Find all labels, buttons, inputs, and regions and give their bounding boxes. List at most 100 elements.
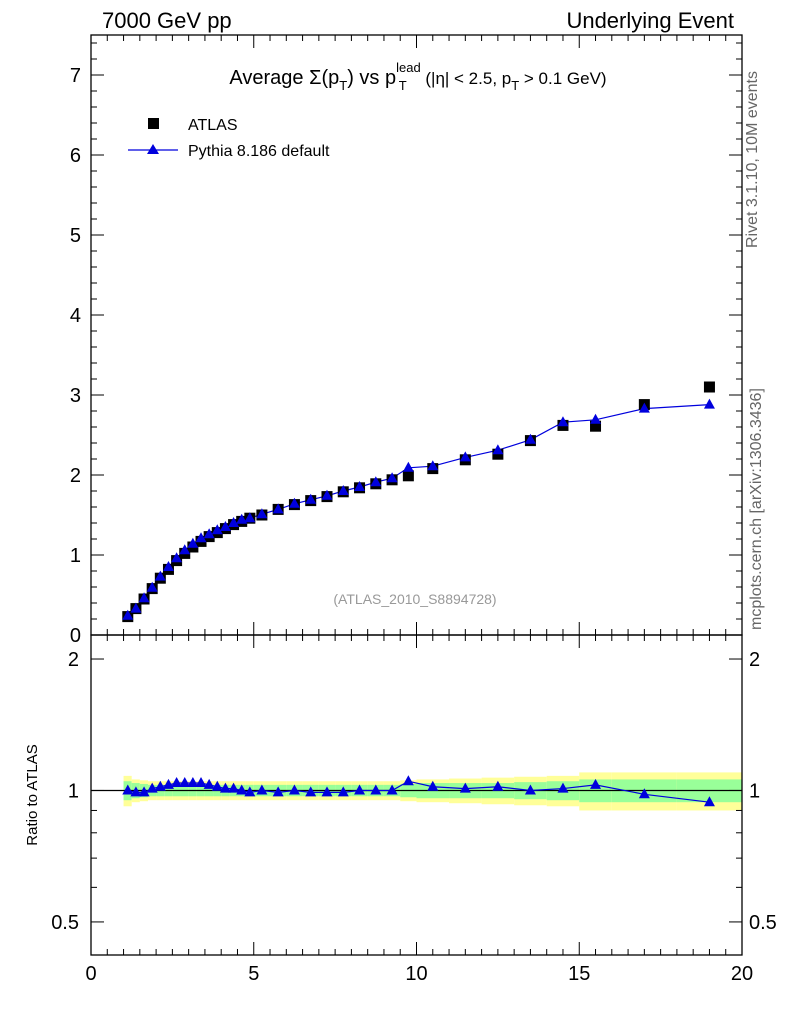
pythia-point [386,472,398,483]
pythia-ratio-point [321,786,333,797]
atlas-point [590,420,602,432]
x-tick-label: 10 [405,963,427,985]
pythia-ratio-point [272,786,284,797]
pythia-point [162,561,174,571]
y-tick-label: 6 [70,145,81,167]
pythia-point [187,537,199,548]
data-markers [122,381,715,807]
pythia-point [138,592,150,603]
pythia-ratio-point [195,777,207,788]
pythia-ratio-point [590,778,602,789]
ratio-tick-label-right: 1 [749,780,760,802]
pythia-point [337,485,349,495]
pythia-ratio-point [459,782,471,793]
ratio-ylabel: Ratio to ATLAS [24,744,41,845]
pythia-ratio-point [557,782,569,793]
pythia-point [402,461,414,472]
pythia-point [146,581,158,592]
watermark: (ATLAS_2010_S8894728) [333,591,496,607]
ratio-tick-label: 1 [68,780,79,802]
pythia-ratio-point [138,786,150,797]
y-tick-label: 1 [70,545,81,567]
legend: ATLAS Pythia 8.186 default [128,117,330,160]
pythia-ratio-line [127,780,710,803]
pythia-ratio-point [402,775,414,786]
atlas-point [402,470,414,482]
pythia-ratio-point [492,780,504,791]
pythia-point [638,402,650,413]
pythia-point [179,544,191,555]
pythia-ratio-point [203,778,215,789]
pythia-point [195,532,207,543]
pythia-ratio-point [236,784,248,795]
pythia-point [492,444,504,455]
pythia-point [703,398,715,409]
pythia-ratio-point [703,796,715,807]
pythia-point [171,552,183,563]
x-tick-label: 5 [248,963,259,985]
pythia-point [590,413,602,424]
pythia-ratio-point [305,786,317,797]
pythia-ratio-point [211,780,223,791]
pythia-ratio-point [130,786,142,797]
pythia-ratio-point [228,782,240,793]
ratio-tick-label: 2 [68,649,79,671]
pythia-point [370,476,382,487]
pythia-point [524,433,536,444]
pythia-ratio-point [122,784,134,795]
y-tick-label: 0 [70,625,81,647]
pythia-ratio-point [171,777,183,788]
y-tick-label: 3 [70,385,81,407]
pythia-point [203,528,215,539]
pythia-ratio-point [244,786,256,797]
pythia-point [236,513,248,524]
pythia-ratio-point [154,780,166,791]
y-tick-label: 5 [70,225,81,247]
pythia-ratio-point [187,777,199,788]
chart-title: Average Σ(pT) vs plead T (|η| < 2.5, pT >… [229,60,606,93]
pythia-ratio-point [146,782,158,793]
y-tick-label: 7 [70,65,81,87]
ratio-tick-label: 0.5 [51,912,79,934]
pythia-point [154,570,166,581]
legend-pythia-marker [147,144,159,154]
pythia-ratio-point [386,784,398,795]
atlas-point [703,381,715,393]
legend-atlas-marker [148,118,159,129]
ratio-tick-label-right: 0.5 [749,912,777,934]
ratio-tick-label-right: 2 [749,649,760,671]
pythia-ratio-point [370,784,382,795]
pythia-ratio-point [354,784,366,795]
y-tick-label: 4 [70,305,81,327]
pythia-point [288,497,300,508]
pythia-ratio-point [337,786,349,797]
plot-frames [90,34,743,956]
pythia-ratio-point [256,784,268,795]
legend-pythia-label: Pythia 8.186 default [188,143,330,160]
header-left: 7000 GeV pp [102,8,232,33]
pythia-point [244,512,256,523]
pythia-point [354,481,366,491]
x-tick-label: 15 [568,963,590,985]
pythia-point [305,493,317,504]
pythia-ratio-point [638,788,650,799]
pythia-point [130,602,142,613]
pythia-ratio-point [219,782,231,793]
pythia-point [256,508,268,519]
uncertainty-bands [123,772,742,811]
pythia-point [122,609,134,620]
x-tick-label: 20 [731,963,753,985]
pythia-ratio-point [288,784,300,795]
x-tick-label: 0 [85,963,96,985]
pythia-point [459,451,471,462]
pythia-point [557,416,569,427]
pythia-point [272,503,284,514]
pythia-ratio-point [524,784,536,795]
pythia-point [211,524,223,535]
pythia-ratio-point [162,778,174,789]
pythia-point [321,489,333,500]
header-right: Underlying Event [566,8,734,33]
legend-atlas-label: ATLAS [188,117,238,134]
axis-ticks [90,35,743,955]
